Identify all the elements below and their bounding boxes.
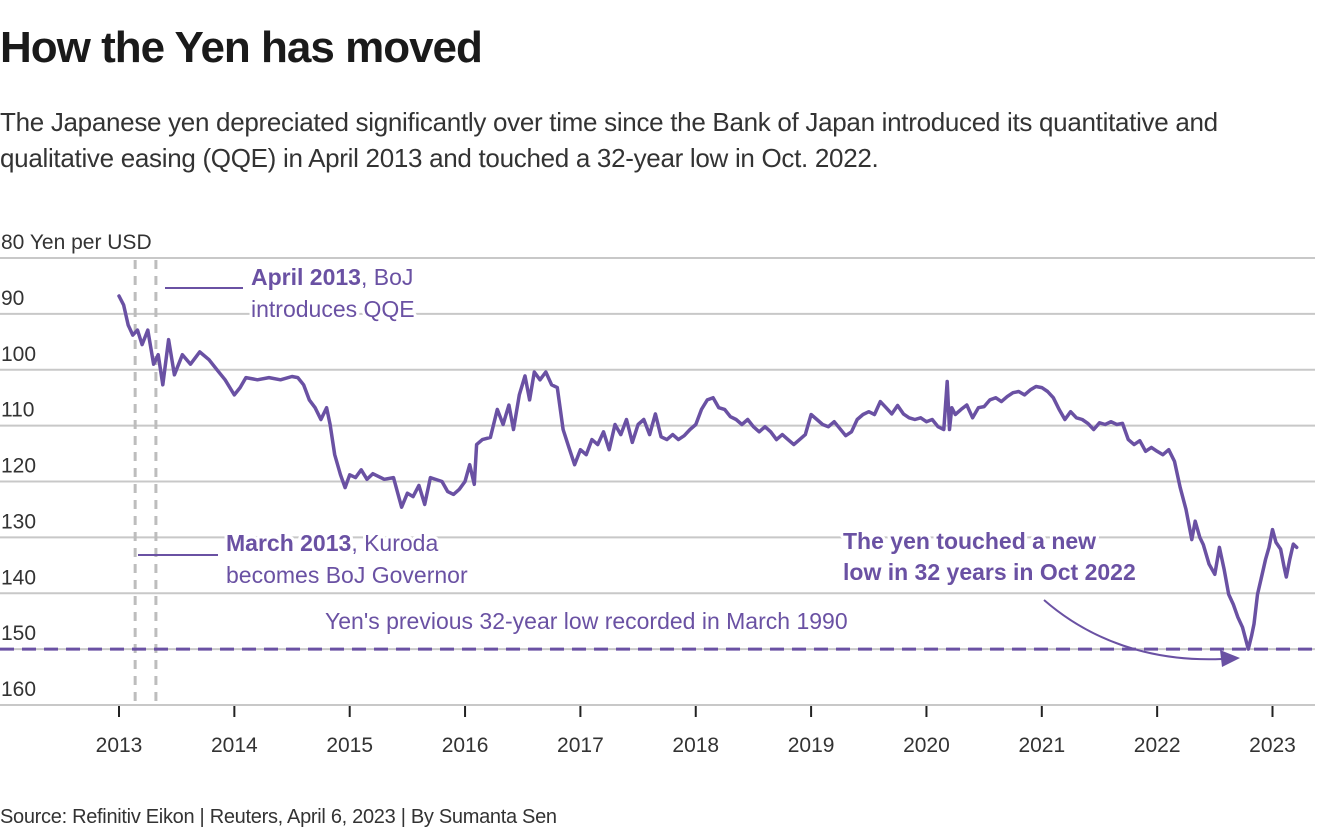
x-tick-label: 2017 xyxy=(557,734,604,757)
series-line-yen-per-usd xyxy=(117,294,1299,651)
x-tick-label: 2014 xyxy=(211,734,258,757)
x-tick-label: 2016 xyxy=(442,734,489,757)
x-tick-label: 2015 xyxy=(326,734,373,757)
y-tick-label: 120 xyxy=(1,455,36,478)
annotation-march-rest: , Kuroda xyxy=(351,530,438,556)
annotation-april-line2: introduces QQE xyxy=(251,296,415,322)
x-tick-label: 2018 xyxy=(672,734,719,757)
y-tick-label: 160 xyxy=(1,678,36,701)
annotation-oct2022-line1: The yen touched a new xyxy=(843,528,1096,554)
y-tick-label: 130 xyxy=(1,510,36,533)
annotation-march-line1: March 2013, Kuroda xyxy=(226,530,438,556)
series-group xyxy=(117,294,1299,651)
y-axis-ticks: 80 Yen per USD 90 100 110 120 130 140 150 160 xyxy=(1,231,152,701)
source-note: Source: Refinitiv Eikon | Reuters, April… xyxy=(0,806,557,828)
annotation-april-line1: April 2013, BoJ xyxy=(251,264,413,290)
x-tick-label: 2013 xyxy=(96,734,143,757)
gridlines xyxy=(0,257,1315,706)
annotation-march-line2: becomes BoJ Governor xyxy=(226,562,468,588)
y-tick-label: 80 Yen per USD xyxy=(1,231,152,254)
event-lines xyxy=(0,260,1315,705)
y-tick-label: 150 xyxy=(1,622,36,645)
annotations: April 2013, BoJ introduces QQE March 2013,… xyxy=(138,261,1240,667)
x-tick-label: 2023 xyxy=(1249,734,1296,757)
previous-low-label: Yen's previous 32-year low recorded in M… xyxy=(325,608,848,634)
x-tick-label: 2021 xyxy=(1018,734,1065,757)
x-tick-label: 2019 xyxy=(788,734,835,757)
x-axis: 2013 2014 2015 2016 2017 2018 2019 2020 2021 2022… xyxy=(96,706,1296,757)
x-tick-label: 2020 xyxy=(903,734,950,757)
y-tick-label: 110 xyxy=(1,399,34,422)
annotation-oct2022-line2: low in 32 years in Oct 2022 xyxy=(843,559,1136,585)
annotation-april-rest: , BoJ xyxy=(361,264,413,290)
annotation-march-bold: March 2013 xyxy=(226,530,351,556)
annotation-april-bold: April 2013 xyxy=(251,264,361,290)
y-tick-label: 100 xyxy=(1,343,36,366)
x-tick-label: 2022 xyxy=(1134,734,1181,757)
chart-title: How the Yen has moved xyxy=(0,23,483,72)
annotation-arrow-curve xyxy=(1043,599,1223,661)
chart-subtitle: The Japanese yen depreciated significant… xyxy=(0,107,1218,173)
annotation-arrowhead-icon xyxy=(1220,650,1240,667)
y-tick-label: 140 xyxy=(1,566,36,589)
y-tick-label: 90 xyxy=(1,287,24,310)
